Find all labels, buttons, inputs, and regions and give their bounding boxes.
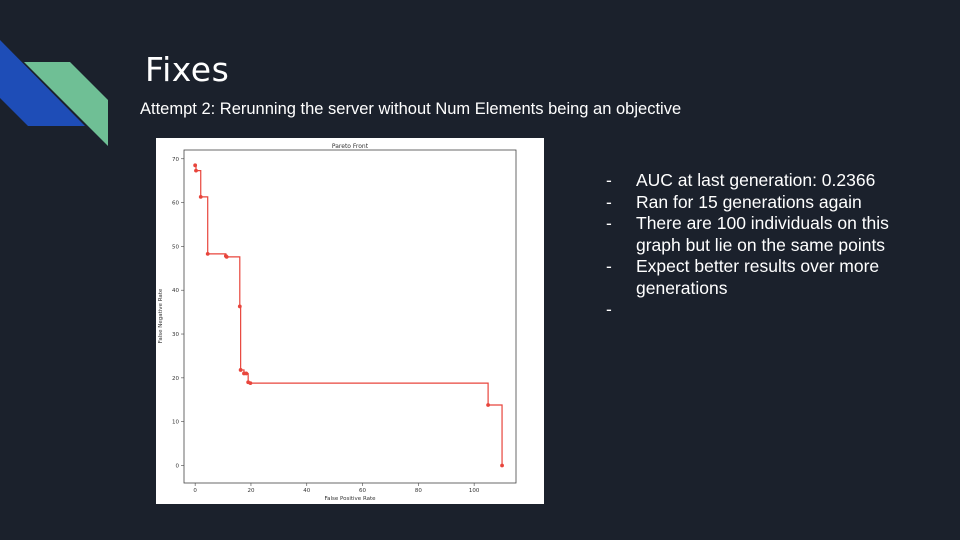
- x-axis-label: False Positive Rate: [324, 496, 376, 502]
- chart-panel: Pareto Front False Positive Rate False N…: [156, 138, 544, 504]
- axis-ticks: 0 20 40 60 80 100 0 10 20 30 40 50 60 70: [172, 157, 480, 494]
- bullet-dash: -: [606, 299, 612, 319]
- bullet-item: - Expect better results over more generat…: [600, 256, 930, 299]
- data-point: [205, 251, 210, 256]
- y-axis-label: False Negative Rate: [158, 288, 164, 343]
- y-tick-label: 10: [172, 420, 179, 426]
- data-point: [237, 304, 242, 309]
- data-point: [198, 194, 203, 199]
- green-stripe: [24, 62, 108, 146]
- bullet-text: Expect better results over more generati…: [636, 256, 880, 298]
- bullet-dash: -: [606, 191, 612, 212]
- bullet-dash: -: [606, 213, 612, 233]
- y-tick-label: 60: [172, 201, 179, 207]
- data-point: [500, 463, 504, 468]
- data-point: [238, 368, 243, 372]
- y-tick-label: 50: [172, 244, 179, 250]
- data-points: [193, 163, 504, 468]
- data-point: [486, 403, 491, 407]
- y-tick-label: 70: [172, 157, 179, 163]
- y-tick-label: 0: [176, 463, 180, 469]
- data-point: [193, 163, 198, 168]
- bullet-dash: -: [606, 256, 612, 276]
- x-tick-label: 80: [415, 488, 422, 494]
- bullet-text: There are 100 individuals on this graph …: [636, 213, 889, 255]
- slide-title: Fixes: [145, 50, 230, 89]
- x-tick-label: 100: [469, 488, 480, 494]
- bullet-list: - AUC at last generation: 0.2366 - Ran for…: [600, 170, 930, 319]
- x-tick-label: 60: [359, 488, 366, 494]
- slide-subtitle: Attempt 2: Rerunning the server without …: [140, 100, 682, 118]
- bullet-dash: -: [606, 170, 612, 190]
- corner-decoration: [0, 40, 108, 146]
- y-tick-label: 20: [172, 376, 179, 382]
- data-point: [194, 168, 198, 173]
- y-tick-label: 40: [172, 288, 179, 294]
- x-tick-label: 20: [247, 488, 254, 494]
- x-tick-label: 40: [303, 488, 310, 494]
- blue-stripe: [0, 40, 85, 126]
- bullet-text: Ran for 15 generations again: [636, 191, 862, 212]
- pareto-chart: Pareto Front False Positive Rate False N…: [158, 143, 517, 502]
- bullet-item: - Ran for 15 generations again: [600, 192, 930, 214]
- x-tick-label: 0: [193, 488, 197, 494]
- plot-frame: [183, 149, 517, 484]
- bullet-item: - AUC at last generation: 0.2366: [600, 170, 930, 192]
- y-tick-label: 30: [172, 332, 179, 338]
- chart-title: Pareto Front: [332, 143, 369, 150]
- data-point: [224, 255, 229, 259]
- data-point: [248, 381, 253, 385]
- data-point: [244, 371, 249, 376]
- bullet-text: AUC at last generation: 0.2366: [636, 170, 876, 190]
- bullet-item: - There are 100 individuals on this graph…: [600, 213, 930, 256]
